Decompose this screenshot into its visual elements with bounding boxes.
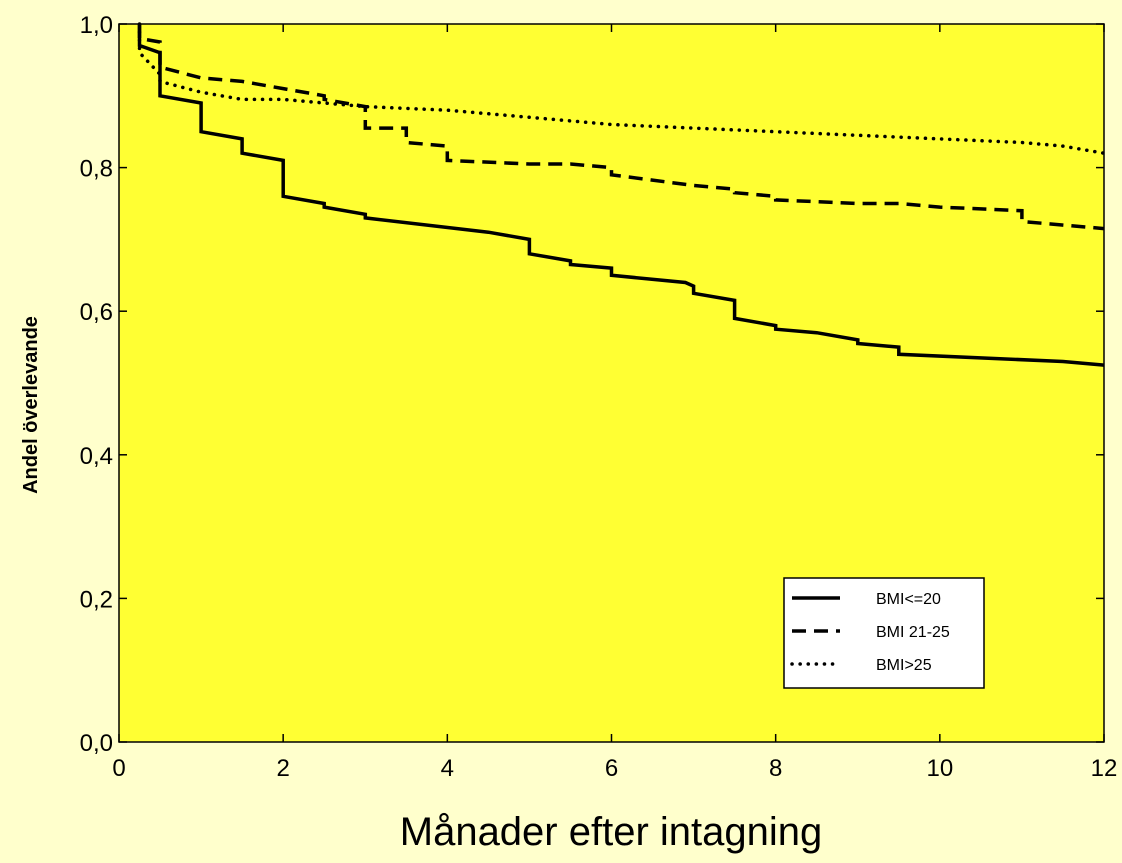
y-tick-label: 0,0 bbox=[80, 730, 113, 757]
y-tick-label: 0,6 bbox=[80, 299, 113, 326]
x-tick-label: 6 bbox=[605, 755, 618, 782]
series-line-2 bbox=[137, 24, 1105, 231]
series-line-3 bbox=[137, 22, 1106, 155]
y-axis-title: Andel överlevande bbox=[20, 316, 42, 494]
x-tick-label: 0 bbox=[112, 755, 125, 782]
x-tick-label: 10 bbox=[926, 755, 953, 782]
legend-label-3: BMI>25 bbox=[876, 657, 932, 674]
legend-label-2: BMI 21-25 bbox=[876, 624, 950, 641]
y-tick-label: 1,0 bbox=[80, 12, 113, 39]
x-tick-label: 4 bbox=[441, 755, 454, 782]
y-tick-label: 0,4 bbox=[80, 443, 113, 470]
series-layer bbox=[137, 22, 1106, 367]
series-line-1 bbox=[137, 24, 1105, 367]
x-axis-title: Månader efter intagning bbox=[400, 810, 823, 854]
y-tick-label: 0,2 bbox=[80, 586, 113, 613]
legend: BMI<=20 BMI 21-25 BMI>25 bbox=[783, 577, 985, 689]
x-tick-label: 8 bbox=[769, 755, 782, 782]
x-tick-label: 2 bbox=[276, 755, 289, 782]
y-tick-label: 0,8 bbox=[80, 156, 113, 183]
x-tick-label: 12 bbox=[1091, 755, 1118, 782]
legend-label-1: BMI<=20 bbox=[876, 591, 941, 608]
axis-ticks: 0 2 4 6 8 10 12 0,0 0,2 0,4 0,6 0,8 1,0 bbox=[80, 12, 1118, 782]
